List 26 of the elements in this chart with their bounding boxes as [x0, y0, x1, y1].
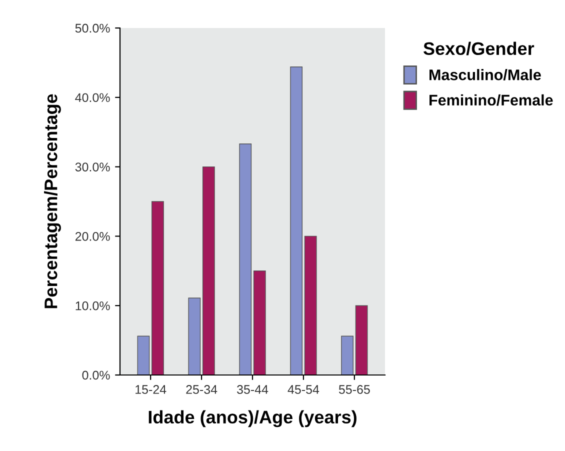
- bar: [239, 144, 252, 375]
- x-axis-title: Idade (anos)/Age (years): [148, 410, 356, 428]
- x-tick-label: 45-54: [288, 385, 320, 394]
- bar: [304, 236, 317, 375]
- bar: [341, 336, 354, 375]
- x-tick-label: 35-44: [236, 385, 268, 394]
- bar: [253, 270, 266, 375]
- legend-label: Feminino/Female: [430, 94, 553, 106]
- y-tick-label: 50.0%: [75, 24, 110, 33]
- y-tick-label: 20.0%: [75, 232, 110, 241]
- x-tick-label: 25-34: [186, 385, 218, 394]
- bar: [152, 201, 164, 375]
- bar: [188, 298, 201, 375]
- y-tick-label: 0.0%: [82, 370, 110, 380]
- y-tick-label: 30.0%: [75, 162, 110, 172]
- legend-label: Masculino/Male: [430, 69, 541, 80]
- y-tick-label: 40.0%: [75, 93, 110, 102]
- bar: [202, 166, 215, 375]
- bar: [137, 336, 150, 375]
- bar: [290, 66, 303, 375]
- y-tick-label: 10.0%: [76, 301, 110, 310]
- bar: [355, 305, 368, 375]
- x-tick-label: 15-24: [136, 385, 166, 394]
- x-tick-label: 55-65: [338, 385, 370, 394]
- legend-title: Sexo/Gender: [423, 42, 534, 56]
- y-axis-title: Percentagem/Percentage: [44, 94, 61, 308]
